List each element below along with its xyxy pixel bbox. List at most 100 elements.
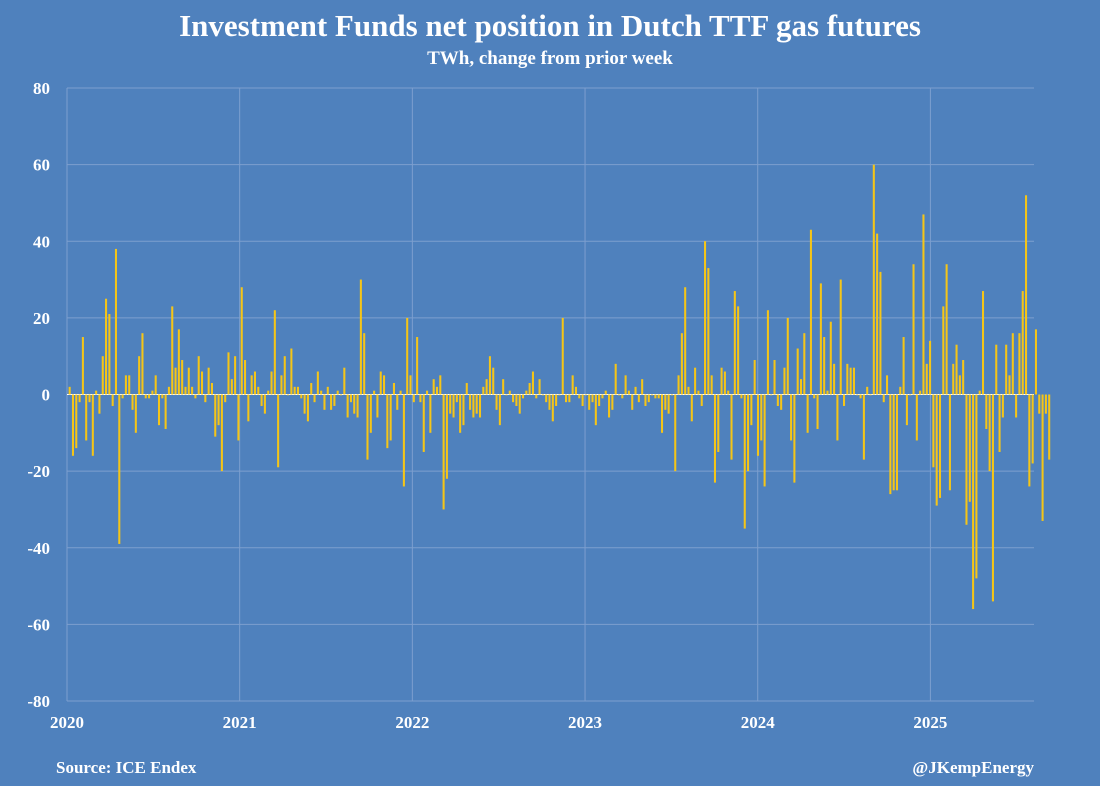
bar xyxy=(660,394,664,433)
bar xyxy=(998,394,1001,452)
bar xyxy=(680,333,683,395)
bar xyxy=(780,394,783,410)
y-axis-labels: -80 -60 -40 -20 0 20 40 60 80 xyxy=(27,79,50,711)
bar xyxy=(647,394,650,403)
bar xyxy=(260,394,263,406)
bar xyxy=(217,394,220,426)
bar xyxy=(270,371,273,395)
bar xyxy=(740,394,743,399)
bar xyxy=(191,386,194,395)
x-tick-label: 2023 xyxy=(568,713,602,732)
bar xyxy=(475,394,478,414)
bar xyxy=(1011,333,1014,395)
bar xyxy=(1044,394,1047,414)
bar xyxy=(419,394,422,403)
bar xyxy=(793,394,796,483)
bar xyxy=(955,344,958,395)
bar xyxy=(154,375,157,395)
bar xyxy=(303,394,306,414)
bar xyxy=(227,352,230,395)
bar xyxy=(687,386,690,395)
bar xyxy=(737,306,740,395)
bar xyxy=(1028,394,1031,487)
bar xyxy=(968,394,971,502)
bar xyxy=(1031,394,1034,464)
bar xyxy=(919,390,922,395)
bar xyxy=(799,379,803,395)
bar xyxy=(796,348,799,395)
bar xyxy=(1048,394,1051,460)
bar xyxy=(144,394,147,399)
bar xyxy=(495,394,498,410)
bar xyxy=(942,306,945,395)
bar xyxy=(373,390,376,395)
bar xyxy=(1008,375,1011,395)
bar xyxy=(201,371,204,395)
bar xyxy=(263,394,266,414)
bar-series xyxy=(68,164,1051,610)
bar xyxy=(565,394,568,403)
bar xyxy=(763,394,766,487)
bar xyxy=(859,394,862,399)
bar xyxy=(224,394,227,403)
bar xyxy=(310,383,313,395)
bar xyxy=(902,337,905,395)
bar xyxy=(207,367,210,395)
bar xyxy=(571,375,574,395)
bar xyxy=(929,340,932,395)
bar xyxy=(872,164,875,395)
bar xyxy=(498,394,501,426)
bar xyxy=(330,394,333,410)
bar xyxy=(915,394,918,441)
bar xyxy=(91,394,94,456)
bar xyxy=(171,306,174,395)
bar xyxy=(836,394,839,441)
bar xyxy=(598,394,601,406)
bar xyxy=(1041,394,1044,521)
y-tick-label: 20 xyxy=(33,309,50,328)
bar xyxy=(594,394,597,426)
bar xyxy=(174,367,177,395)
bar xyxy=(426,390,429,395)
x-tick-label: 2021 xyxy=(223,713,257,732)
bar xyxy=(356,394,359,418)
y-tick-label: -20 xyxy=(27,462,50,481)
bar xyxy=(316,371,319,395)
bar xyxy=(886,375,889,395)
bar xyxy=(588,394,591,410)
bar xyxy=(634,386,637,395)
bar xyxy=(664,394,667,410)
bar xyxy=(948,394,951,491)
bar xyxy=(935,394,938,506)
author-credit: @JKempEnergy xyxy=(912,758,1034,777)
bar xyxy=(449,394,452,414)
bar xyxy=(88,394,91,403)
bar xyxy=(783,367,786,395)
y-tick-label: 80 xyxy=(33,79,50,98)
bar xyxy=(611,394,614,410)
bar xyxy=(386,394,389,449)
bar xyxy=(852,367,855,395)
bar xyxy=(75,394,78,449)
bar xyxy=(644,394,647,406)
bar xyxy=(512,394,515,403)
bar xyxy=(578,394,581,399)
bar xyxy=(406,317,409,395)
bar xyxy=(366,394,369,460)
bar xyxy=(346,394,349,418)
bar xyxy=(445,394,448,479)
bar xyxy=(389,394,392,441)
bar xyxy=(869,394,872,396)
bar xyxy=(502,379,505,395)
bar xyxy=(581,394,584,406)
bar xyxy=(267,390,270,395)
bar xyxy=(515,394,518,406)
bar xyxy=(925,363,928,395)
bar xyxy=(283,356,286,395)
bar xyxy=(287,394,290,396)
bar xyxy=(535,394,538,399)
bar xyxy=(296,386,300,395)
x-tick-label: 2020 xyxy=(50,713,84,732)
bar xyxy=(760,394,763,441)
bar xyxy=(343,367,346,395)
